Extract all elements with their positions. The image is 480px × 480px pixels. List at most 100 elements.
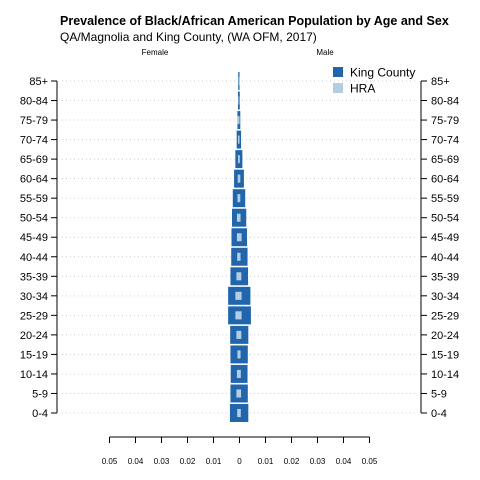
left-tick-label-55-59: 55-59	[20, 193, 48, 205]
bar-king-county-female-50-54	[232, 208, 239, 227]
bar-hra-female-50-54	[236, 213, 239, 222]
bar-hra-male-55-59	[239, 194, 241, 203]
bar-king-county-male-70-74	[239, 130, 242, 149]
right-tick-label-55-59: 55-59	[431, 193, 459, 205]
bar-king-county-male-50-54	[239, 208, 247, 227]
bar-hra-female-30-34	[235, 291, 239, 300]
bar-hra-female-80-84	[238, 96, 239, 105]
bar-king-county-male-65-69	[239, 150, 243, 169]
right-tick-label-85+: 85+	[431, 76, 450, 88]
bar-hra-female-75-79	[236, 116, 239, 125]
bar-hra-female-15-19	[237, 350, 239, 359]
left-tick-label-15-19: 15-19	[20, 349, 48, 361]
bar-king-county-female-0-4	[229, 404, 239, 422]
right-tick-label-50-54: 50-54	[431, 213, 459, 225]
bar-hra-female-25-29	[235, 311, 239, 320]
right-tick-label-0-4: 0-4	[431, 408, 447, 420]
bar-king-county-female-40-44	[231, 247, 239, 266]
right-tick-label-45-49: 45-49	[431, 232, 459, 244]
left-tick-label-60-64: 60-64	[20, 174, 48, 186]
bar-king-county-female-35-39	[230, 267, 239, 286]
left-tick-label-45-49: 45-49	[20, 232, 48, 244]
bar-king-county-male-60-64	[239, 169, 244, 188]
bar-hra-male-45-49	[239, 233, 242, 242]
bar-hra-female-45-49	[236, 233, 239, 242]
bar-king-county-female-60-64	[234, 169, 239, 188]
left-tick-label-85+: 85+	[29, 76, 48, 88]
x-tick-label-2: 0.03	[154, 457, 170, 466]
legend-label-king-county: King County	[350, 66, 415, 80]
bar-king-county-female-70-74	[236, 130, 239, 149]
legend-label-hra: HRA	[350, 82, 375, 96]
bar-hra-male-40-44	[239, 252, 241, 261]
bar-king-county-male-45-49	[239, 228, 248, 247]
bar-hra-male-50-54	[239, 213, 241, 222]
bar-hra-male-5-9	[239, 389, 242, 398]
bar-king-county-female-25-29	[228, 306, 239, 325]
left-tick-label-20-24: 20-24	[20, 330, 48, 342]
right-tick-label-5-9: 5-9	[431, 388, 447, 400]
right-tick-label-25-29: 25-29	[431, 310, 459, 322]
bar-hra-female-0-4	[237, 408, 239, 418]
bar-hra-male-60-64	[239, 174, 241, 183]
bar-hra-female-55-59	[237, 194, 239, 203]
bar-king-county-male-55-59	[239, 189, 246, 208]
x-tick-label-5: 0	[237, 457, 242, 466]
bar-king-county-female-15-19	[230, 345, 239, 364]
bar-king-county-female-65-69	[235, 150, 239, 169]
bar-hra-male-25-29	[239, 311, 242, 320]
left-tick-label-70-74: 70-74	[20, 135, 48, 147]
left-tick-label-50-54: 50-54	[20, 213, 48, 225]
bar-hra-female-70-74	[237, 135, 239, 144]
bar-hra-male-75-79	[239, 116, 240, 125]
x-tick-label-7: 0.02	[284, 457, 300, 466]
left-tick-label-65-69: 65-69	[20, 154, 48, 166]
x-tick-label-10: 0.05	[362, 457, 378, 466]
bar-king-county-female-45-49	[231, 228, 239, 247]
male-label: Male	[316, 48, 334, 57]
chart-subtitle: QA/Magnolia and King County, (WA OFM, 20…	[60, 30, 317, 44]
left-tick-label-35-39: 35-39	[20, 271, 48, 283]
bar-king-county-male-75-79	[239, 111, 241, 130]
left-tick-label-10-14: 10-14	[20, 369, 48, 381]
bar-king-county-male-40-44	[239, 247, 248, 266]
x-tick-label-3: 0.02	[180, 457, 196, 466]
bar-hra-male-0-4	[239, 408, 241, 418]
bar-king-county-male-80-84	[239, 91, 240, 110]
bar-hra-male-10-14	[239, 369, 241, 378]
bar-hra-female-5-9	[236, 389, 239, 398]
left-tick-label-80-84: 80-84	[20, 96, 48, 108]
bar-king-county-male-5-9	[239, 384, 248, 403]
bar-king-county-male-25-29	[239, 306, 251, 325]
bar-hra-male-15-19	[239, 350, 241, 359]
bar-king-county-female-55-59	[232, 189, 239, 208]
x-tick-label-6: 0.01	[258, 457, 274, 466]
bar-hra-female-20-24	[236, 330, 239, 339]
legend-swatch-hra	[333, 83, 343, 93]
right-tick-label-60-64: 60-64	[431, 174, 459, 186]
bar-hra-female-35-39	[236, 272, 239, 281]
bar-hra-male-20-24	[239, 330, 242, 339]
x-tick-label-0: 0.05	[102, 457, 118, 466]
right-tick-label-40-44: 40-44	[431, 252, 459, 264]
bar-king-county-male-15-19	[239, 345, 248, 364]
left-tick-label-5-9: 5-9	[32, 388, 48, 400]
bar-king-county-female-20-24	[230, 325, 239, 344]
right-tick-label-35-39: 35-39	[431, 271, 459, 283]
bar-king-county-male-0-4	[239, 404, 249, 422]
right-tick-label-80-84: 80-84	[431, 96, 459, 108]
right-tick-label-20-24: 20-24	[431, 330, 459, 342]
bar-king-county-male-10-14	[239, 364, 248, 383]
right-tick-label-15-19: 15-19	[431, 349, 459, 361]
bar-king-county-male-35-39	[239, 267, 249, 286]
female-label: Female	[142, 48, 169, 57]
right-tick-label-65-69: 65-69	[431, 154, 459, 166]
right-tick-label-10-14: 10-14	[431, 369, 459, 381]
right-tick-label-70-74: 70-74	[431, 135, 459, 147]
bar-king-county-male-30-34	[239, 286, 251, 305]
x-tick-label-1: 0.04	[128, 457, 144, 466]
bar-hra-male-70-74	[239, 135, 240, 144]
bar-hra-male-35-39	[239, 272, 242, 281]
bar-hra-female-40-44	[237, 252, 239, 261]
